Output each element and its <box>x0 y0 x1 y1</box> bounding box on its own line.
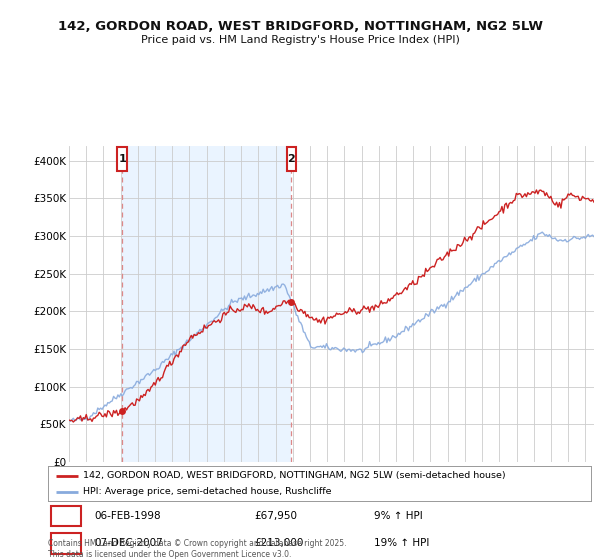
Text: 2: 2 <box>62 539 70 548</box>
Bar <box>51 533 80 554</box>
Text: 07-DEC-2007: 07-DEC-2007 <box>94 539 163 548</box>
Text: Contains HM Land Registry data © Crown copyright and database right 2025.
This d: Contains HM Land Registry data © Crown c… <box>48 539 347 559</box>
Text: 06-FEB-1998: 06-FEB-1998 <box>94 511 161 521</box>
Text: £67,950: £67,950 <box>254 511 298 521</box>
Text: 142, GORDON ROAD, WEST BRIDGFORD, NOTTINGHAM, NG2 5LW: 142, GORDON ROAD, WEST BRIDGFORD, NOTTIN… <box>58 20 542 32</box>
Text: Price paid vs. HM Land Registry's House Price Index (HPI): Price paid vs. HM Land Registry's House … <box>140 35 460 45</box>
Text: £213,000: £213,000 <box>254 539 304 548</box>
Bar <box>51 506 80 526</box>
Text: 1: 1 <box>62 511 70 521</box>
Text: HPI: Average price, semi-detached house, Rushcliffe: HPI: Average price, semi-detached house,… <box>83 487 332 496</box>
Bar <box>118 147 127 171</box>
Text: 9% ↑ HPI: 9% ↑ HPI <box>374 511 422 521</box>
Bar <box>287 147 296 171</box>
Bar <box>122 146 292 462</box>
Text: 19% ↑ HPI: 19% ↑ HPI <box>374 539 429 548</box>
Text: 1: 1 <box>118 154 126 164</box>
Text: 2: 2 <box>287 154 295 164</box>
Text: 142, GORDON ROAD, WEST BRIDGFORD, NOTTINGHAM, NG2 5LW (semi-detached house): 142, GORDON ROAD, WEST BRIDGFORD, NOTTIN… <box>83 472 506 480</box>
